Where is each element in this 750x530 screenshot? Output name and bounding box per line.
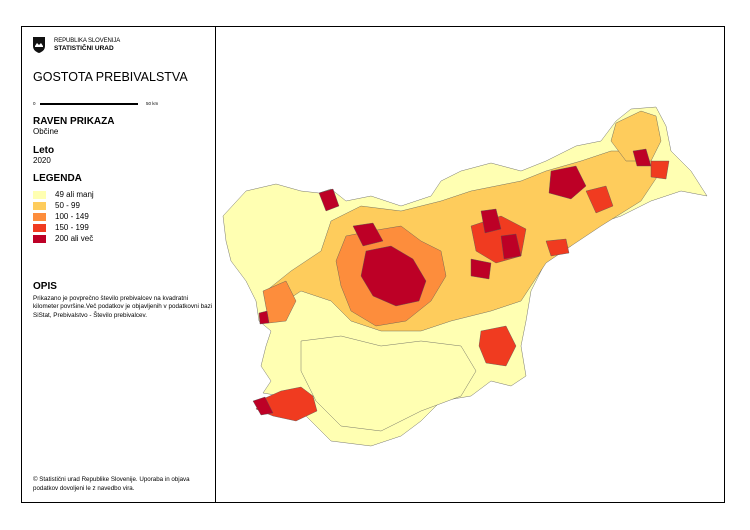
level-heading: RAVEN PRIKAZA	[33, 116, 115, 127]
legend-item: 200 ali več	[33, 233, 94, 244]
region-ljubljana	[360, 245, 427, 307]
description-heading: OPIS	[33, 281, 57, 292]
legend-label: 49 ali manj	[55, 190, 94, 199]
scale-line	[40, 103, 138, 105]
org-subname: STATISTIČNI URAD	[54, 45, 114, 52]
legend-label: 100 - 149	[55, 212, 89, 221]
region-maribor-ring	[585, 185, 614, 214]
legend-swatch	[33, 223, 46, 232]
legend-item: 100 - 149	[33, 211, 94, 222]
legend-label: 200 ali več	[55, 234, 94, 243]
sidebar: REPUBLIKA SLOVENIJA STATISTIČNI URAD GOS…	[22, 27, 216, 502]
choropleth-map[interactable]	[216, 27, 726, 504]
region-trbovlje	[470, 258, 492, 280]
scale-bar: 0 50 km	[33, 101, 183, 106]
description-text: Prikazano je povprečno število prebivalc…	[33, 294, 213, 319]
region-ngorica-core	[258, 310, 270, 325]
region-maribor	[548, 165, 587, 200]
region-ne	[610, 110, 662, 162]
region-south	[300, 335, 477, 432]
scale-end: 50 km	[146, 101, 159, 106]
region-novomesto	[478, 325, 517, 367]
region-koper	[252, 396, 274, 416]
year-value: 2020	[33, 156, 51, 165]
legend-item: 150 - 199	[33, 222, 94, 233]
legend-heading: LEGENDA	[33, 173, 82, 184]
region-jesenice	[318, 188, 340, 212]
region-brezice	[545, 238, 570, 257]
scale-start: 0	[33, 101, 36, 106]
legend-label: 50 - 99	[55, 201, 80, 210]
map-title: GOSTOTA PREBIVALSTVA	[33, 70, 188, 84]
legend-item: 50 - 99	[33, 200, 94, 211]
year-heading: Leto	[33, 145, 55, 156]
region-velenje	[500, 233, 522, 260]
legend-label: 150 - 199	[55, 223, 89, 232]
level-value: Občine	[33, 127, 59, 136]
region-kranj	[352, 222, 384, 247]
legend-swatch	[33, 190, 46, 199]
legend-swatch	[33, 201, 46, 210]
org-name: REPUBLIKA SLOVENIJA	[54, 38, 121, 44]
legend-item: 49 ali manj	[33, 189, 94, 200]
copyright: © Statistični urad Republike Slovenije. …	[33, 476, 190, 492]
region-ormoz	[650, 160, 670, 180]
region-celje-core	[480, 208, 502, 234]
description: OPIS Prikazano je povprečno število preb…	[33, 282, 213, 320]
legend: LEGENDA 49 ali manj 50 - 99 100 - 149 150 -…	[33, 173, 94, 244]
map-frame: REPUBLIKA SLOVENIJA STATISTIČNI URAD GOS…	[21, 26, 725, 503]
coat-of-arms-logo	[33, 37, 45, 53]
legend-swatch	[33, 212, 46, 221]
legend-swatch	[33, 234, 46, 243]
